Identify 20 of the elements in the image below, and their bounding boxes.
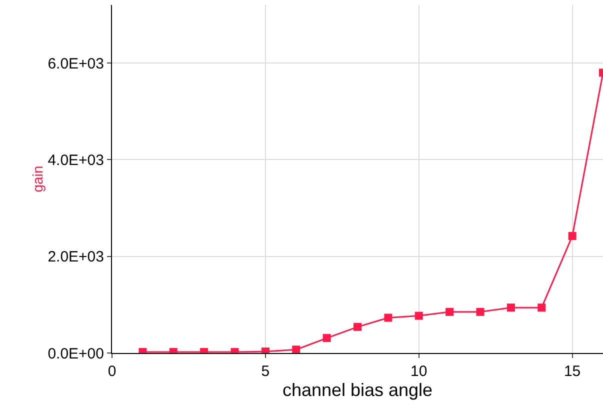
point: [322, 334, 331, 342]
point: [414, 312, 423, 320]
y-tick-label: 2.0E+03: [48, 248, 104, 266]
point: [476, 308, 484, 316]
point: [446, 308, 454, 316]
x-tick-label: 15: [564, 363, 581, 380]
x-tick-label: 5: [261, 363, 270, 380]
y-tick-label: 6.0E+03: [48, 55, 104, 72]
point: [538, 304, 546, 312]
y-axis-title: gain: [30, 166, 46, 192]
x-tick-label: 0: [108, 363, 116, 380]
y-tick-label: 0.0E+00: [48, 345, 104, 362]
point: [354, 322, 362, 331]
point: [384, 314, 392, 322]
x-tick-label: 10: [410, 363, 428, 380]
point: [506, 304, 515, 312]
point: [568, 232, 576, 240]
x-axis-title: channel bias angle: [282, 380, 433, 400]
y-tick-label: 4.0E+03: [48, 152, 104, 169]
point: [292, 346, 300, 353]
